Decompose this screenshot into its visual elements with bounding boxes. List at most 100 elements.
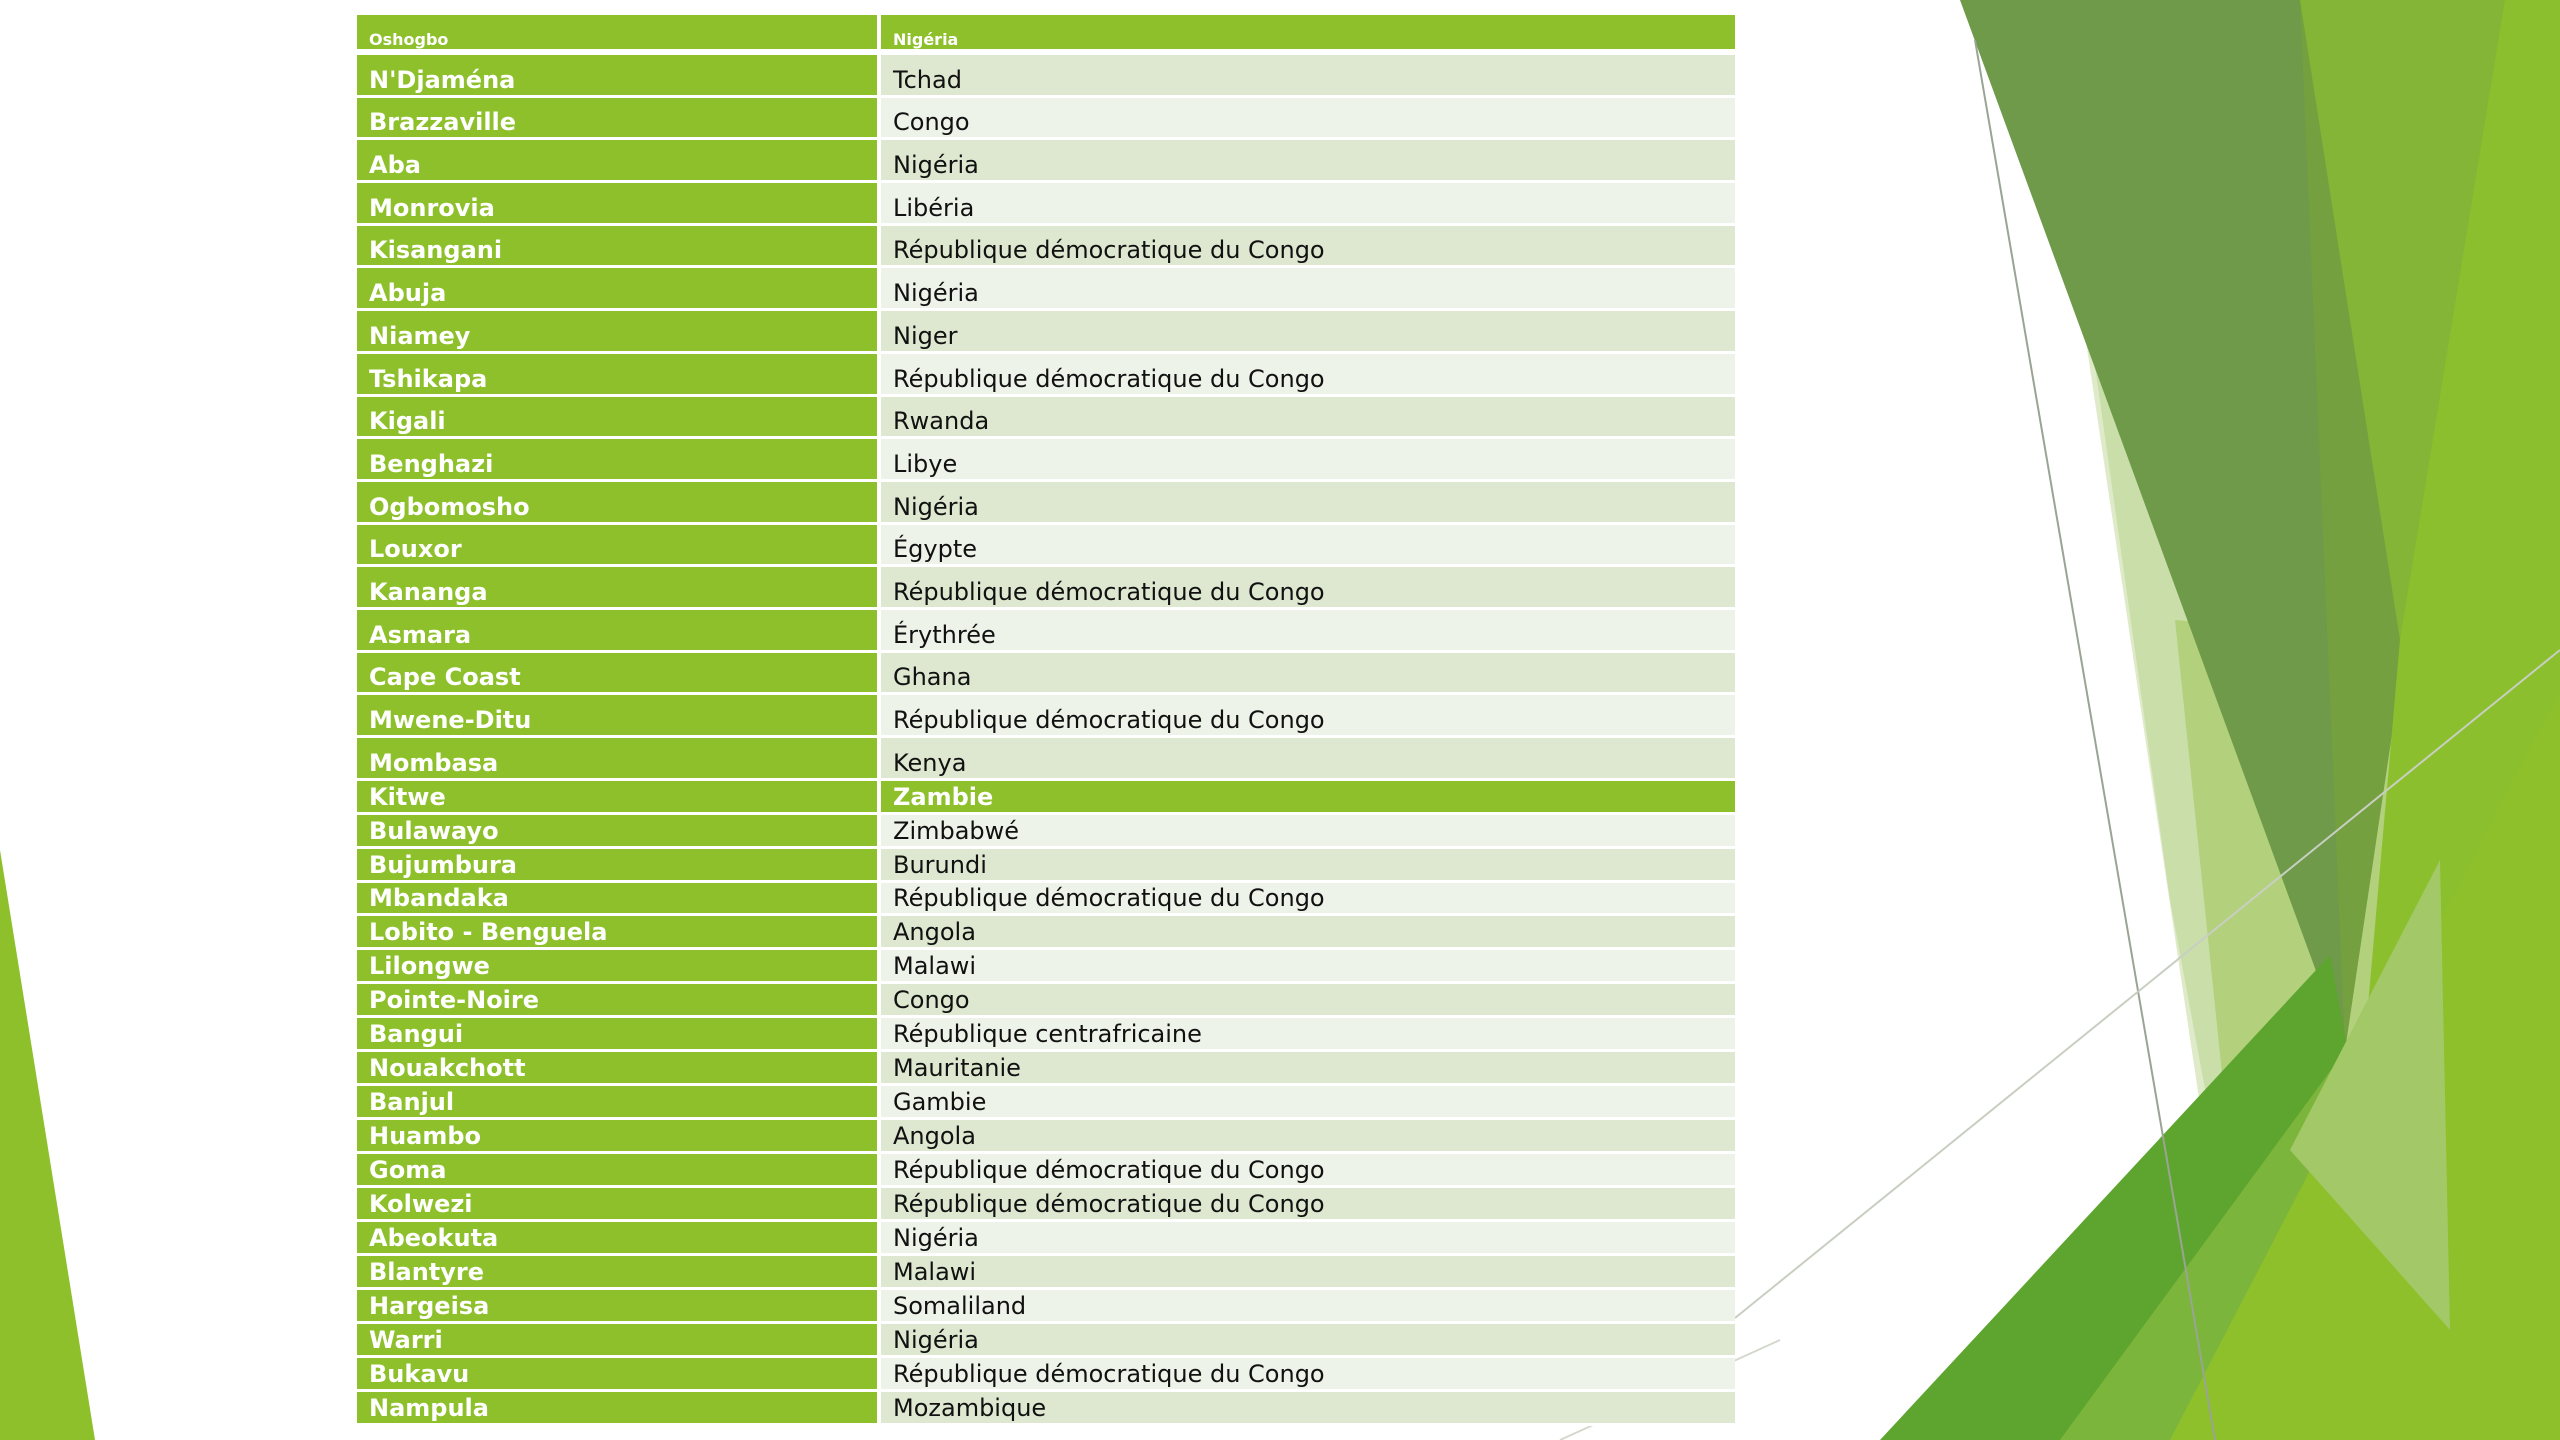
country-cell: Mozambique bbox=[881, 1391, 1735, 1426]
table-row: Banjul Gambie bbox=[357, 1086, 1735, 1121]
table-row: Lobito - Benguela Angola bbox=[357, 916, 1735, 951]
country-cell: Somaliland bbox=[881, 1289, 1735, 1324]
city-cell: Nouakchott bbox=[357, 1052, 877, 1087]
table-row: Kisangani République démocratique du Cong… bbox=[357, 225, 1735, 269]
city-cell: Goma bbox=[357, 1154, 877, 1188]
city-cell: Bujumbura bbox=[357, 848, 877, 883]
table-row: Mombasa Kenya bbox=[357, 738, 1735, 781]
country-cell: Tchad bbox=[881, 55, 1735, 98]
country-cell: Gambie bbox=[881, 1086, 1735, 1121]
table-row: Abeokuta Nigéria bbox=[357, 1221, 1735, 1256]
table-row: Lilongwe Malawi bbox=[357, 950, 1735, 985]
country-cell: République démocratique du Congo bbox=[881, 353, 1735, 397]
table-row: Niamey Niger bbox=[357, 311, 1735, 354]
table-row: Tshikapa République démocratique du Congo bbox=[357, 353, 1735, 397]
country-cell: Congo bbox=[881, 984, 1735, 1019]
city-cell: Huambo bbox=[357, 1120, 877, 1154]
city-cell: Hargeisa bbox=[357, 1289, 877, 1324]
table-row: Monrovia Libéria bbox=[357, 183, 1735, 226]
city-cell: Bangui bbox=[357, 1018, 877, 1053]
city-cell: Banjul bbox=[357, 1086, 877, 1121]
city-cell: Asmara bbox=[357, 609, 877, 653]
city-cell: N'Djaména bbox=[357, 55, 877, 98]
city-cell: Kananga bbox=[357, 567, 877, 610]
country-cell: République démocratique du Congo bbox=[881, 225, 1735, 269]
city-cell: Pointe-Noire bbox=[357, 984, 877, 1019]
city-cell: Brazzaville bbox=[357, 97, 877, 141]
table-row: Bulawayo Zimbabwé bbox=[357, 814, 1735, 849]
country-cell: Nigéria bbox=[881, 268, 1735, 312]
country-cell: République démocratique du Congo bbox=[881, 882, 1735, 917]
facet-highlight bbox=[2290, 860, 2450, 1330]
city-cell: Kisangani bbox=[357, 225, 877, 269]
decor-line-1 bbox=[1974, 39, 2216, 1440]
table-row: Hargeisa Somaliland bbox=[357, 1289, 1735, 1324]
table-row: Mwene-Ditu République démocratique du Con… bbox=[357, 695, 1735, 738]
city-cell: Mombasa bbox=[357, 738, 877, 781]
table-row: Cape Coast Ghana bbox=[357, 652, 1735, 696]
table-row: Brazzaville Congo bbox=[357, 97, 1735, 141]
country-cell: Zimbabwé bbox=[881, 814, 1735, 849]
city-cell: Kigali bbox=[357, 396, 877, 440]
country-cell: Malawi bbox=[881, 1255, 1735, 1290]
city-cell: Oshogbo bbox=[357, 15, 877, 55]
city-cell: Bulawayo bbox=[357, 814, 877, 849]
country-cell: Nigéria bbox=[881, 15, 1735, 55]
city-country-table: Oshogbo Nigéria N'Djaména Tchad Brazzavill… bbox=[357, 15, 1735, 1426]
country-cell: Burundi bbox=[881, 848, 1735, 883]
country-cell: Libye bbox=[881, 439, 1735, 482]
country-cell: Angola bbox=[881, 916, 1735, 951]
city-cell: Blantyre bbox=[357, 1255, 877, 1290]
city-cell: Tshikapa bbox=[357, 353, 877, 397]
country-cell: Ghana bbox=[881, 652, 1735, 696]
country-cell: Zambie bbox=[881, 780, 1735, 815]
table-row: Blantyre Malawi bbox=[357, 1255, 1735, 1290]
city-cell: Nampula bbox=[357, 1391, 877, 1426]
city-cell: Mbandaka bbox=[357, 882, 877, 917]
table-row: Huambo Angola bbox=[357, 1120, 1735, 1154]
city-cell: Lilongwe bbox=[357, 950, 877, 985]
city-cell: Niamey bbox=[357, 311, 877, 354]
country-cell: République démocratique du Congo bbox=[881, 567, 1735, 610]
country-cell: Libéria bbox=[881, 183, 1735, 226]
table-row: Warri Nigéria bbox=[357, 1323, 1735, 1358]
country-cell: Mauritanie bbox=[881, 1052, 1735, 1087]
table-row: Asmara Érythrée bbox=[357, 609, 1735, 653]
country-cell: Égypte bbox=[881, 524, 1735, 568]
country-cell: Angola bbox=[881, 1120, 1735, 1154]
city-cell: Mwene-Ditu bbox=[357, 695, 877, 738]
table-header-row: Oshogbo Nigéria bbox=[357, 15, 1735, 55]
table-row: Kananga République démocratique du Congo bbox=[357, 567, 1735, 610]
city-cell: Aba bbox=[357, 140, 877, 184]
country-cell: Nigéria bbox=[881, 140, 1735, 184]
table-row: Ogbomosho Nigéria bbox=[357, 481, 1735, 525]
table-row-highlighted: Kitwe Zambie bbox=[357, 780, 1735, 815]
table-body-bottom: Bulawayo Zimbabwé Bujumbura Burundi Mbandaka… bbox=[357, 814, 1735, 1426]
table-body-top: N'Djaména Tchad Brazzaville Congo Aba Nigéria… bbox=[357, 55, 1735, 781]
country-cell: Congo bbox=[881, 97, 1735, 141]
city-cell: Bukavu bbox=[357, 1357, 877, 1392]
city-cell: Benghazi bbox=[357, 439, 877, 482]
city-cell: Abuja bbox=[357, 268, 877, 312]
table-row: Bujumbura Burundi bbox=[357, 848, 1735, 883]
table-row: Aba Nigéria bbox=[357, 140, 1735, 184]
city-cell: Monrovia bbox=[357, 183, 877, 226]
country-cell: République démocratique du Congo bbox=[881, 1154, 1735, 1188]
decor-line-2 bbox=[1734, 649, 2560, 1319]
table-row: Nampula Mozambique bbox=[357, 1391, 1735, 1426]
country-cell: Érythrée bbox=[881, 609, 1735, 653]
city-cell: Ogbomosho bbox=[357, 481, 877, 525]
table-row: Abuja Nigéria bbox=[357, 268, 1735, 312]
country-cell: Nigéria bbox=[881, 481, 1735, 525]
country-cell: Nigéria bbox=[881, 1221, 1735, 1256]
table-row: Goma République démocratique du Congo bbox=[357, 1154, 1735, 1188]
table-row: Kolwezi République démocratique du Congo bbox=[357, 1187, 1735, 1222]
city-cell: Warri bbox=[357, 1323, 877, 1358]
country-cell: République démocratique du Congo bbox=[881, 1357, 1735, 1392]
country-cell: Kenya bbox=[881, 738, 1735, 781]
country-cell: République démocratique du Congo bbox=[881, 1187, 1735, 1222]
table-row: Benghazi Libye bbox=[357, 439, 1735, 482]
city-cell: Lobito - Benguela bbox=[357, 916, 877, 951]
table-row: Bangui République centrafricaine bbox=[357, 1018, 1735, 1053]
